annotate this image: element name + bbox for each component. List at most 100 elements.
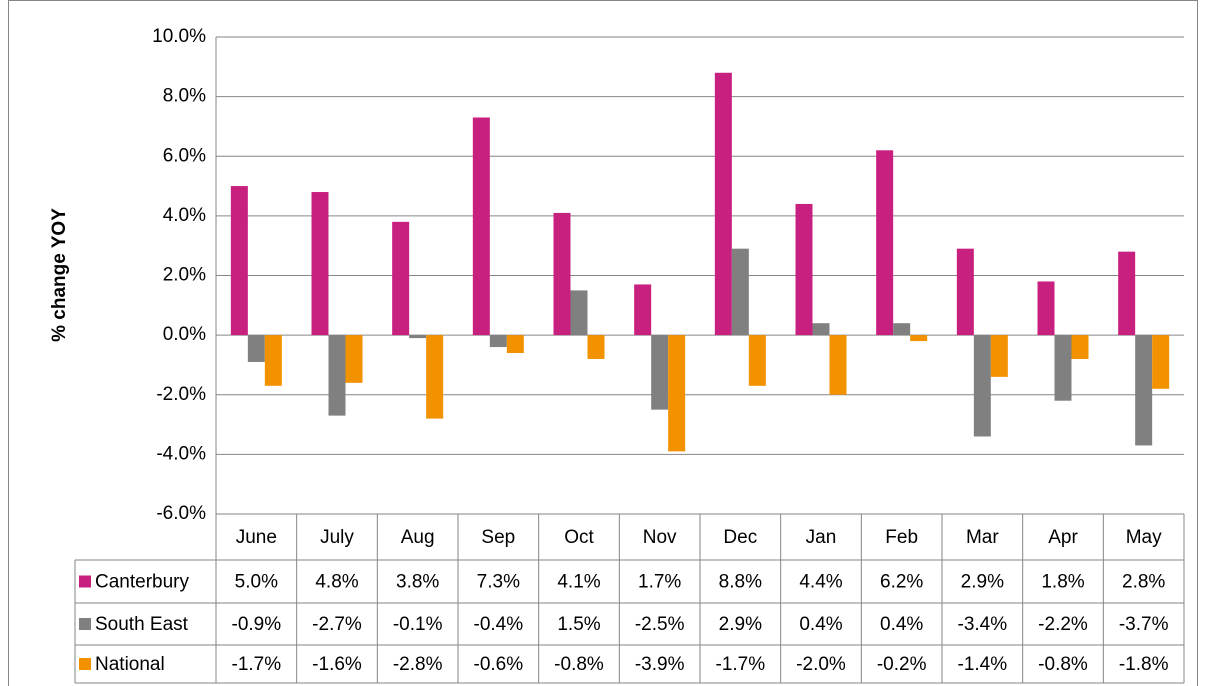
bar <box>311 192 329 336</box>
table-cell: 4.4% <box>799 572 842 593</box>
y-tick-label: 6.0% <box>163 145 206 166</box>
bar <box>795 203 813 336</box>
bar <box>668 335 686 452</box>
table-cell: 1.7% <box>638 572 681 593</box>
legend-label: South East <box>95 614 189 635</box>
bar <box>409 335 427 339</box>
table-cell: -0.8% <box>554 654 604 675</box>
bar <box>1135 335 1153 446</box>
table-cell: -1.8% <box>1119 654 1169 675</box>
x-tick-label: Oct <box>564 527 594 548</box>
bar <box>345 335 363 383</box>
legend-key <box>79 575 91 588</box>
bar <box>990 335 1008 377</box>
table-cell: -1.7% <box>232 654 282 675</box>
bar <box>634 284 652 336</box>
table-cell: -1.7% <box>716 654 766 675</box>
y-tick-label: 2.0% <box>163 265 206 286</box>
table-cell: -2.0% <box>796 654 846 675</box>
x-tick-label: June <box>236 527 277 548</box>
table-cell: -0.4% <box>474 614 524 635</box>
table-cell: -1.4% <box>958 654 1008 675</box>
bar <box>570 290 588 336</box>
x-tick-label: Apr <box>1048 527 1078 548</box>
table-cell: 1.8% <box>1041 572 1084 593</box>
bar <box>506 335 524 354</box>
bar <box>426 335 444 419</box>
bar <box>1118 251 1136 336</box>
legend-label: Canterbury <box>95 572 189 593</box>
y-tick-label: 4.0% <box>163 205 206 226</box>
bar <box>230 186 248 336</box>
bar <box>264 335 282 386</box>
bar <box>1054 335 1072 401</box>
table-cell: -0.8% <box>1038 654 1088 675</box>
table-cell: -2.7% <box>312 614 362 635</box>
bar <box>587 335 605 359</box>
bar <box>893 323 911 336</box>
table-cell: -0.6% <box>474 654 524 675</box>
y-tick-label: -2.0% <box>156 384 206 405</box>
table-cell: 2.8% <box>1122 572 1165 593</box>
bar <box>472 117 490 336</box>
table-cell: -2.5% <box>635 614 685 635</box>
chart-frame <box>8 0 1198 686</box>
bar <box>247 335 265 362</box>
legend-key <box>79 658 91 670</box>
table-cell: 4.1% <box>557 572 600 593</box>
bar <box>489 335 507 348</box>
table-cell: 0.4% <box>880 614 923 635</box>
table-cell: 5.0% <box>235 572 278 593</box>
bar <box>731 248 749 336</box>
bar <box>553 212 571 336</box>
table-cell: -0.9% <box>232 614 282 635</box>
y-tick-label: 10.0% <box>152 26 206 47</box>
bar <box>956 248 974 336</box>
legend-label: National <box>95 654 165 675</box>
x-tick-label: Feb <box>885 527 918 548</box>
x-tick-label: May <box>1126 527 1162 548</box>
table-cell: 2.9% <box>961 572 1004 593</box>
y-tick-label: -6.0% <box>156 503 206 524</box>
table-cell: 4.8% <box>315 572 358 593</box>
y-tick-label: 8.0% <box>163 86 206 107</box>
x-tick-label: Aug <box>401 527 435 548</box>
bar <box>829 335 847 395</box>
bar <box>328 335 346 416</box>
bar <box>651 335 669 410</box>
x-tick-label: Dec <box>723 527 757 548</box>
y-tick-label: -4.0% <box>156 443 206 464</box>
table-cell: -3.9% <box>635 654 685 675</box>
x-tick-label: July <box>320 527 354 548</box>
bar <box>1071 335 1089 359</box>
table-cell: -1.6% <box>312 654 362 675</box>
table-cell: 3.8% <box>396 572 439 593</box>
bar <box>1037 281 1055 336</box>
table-cell: -0.1% <box>393 614 443 635</box>
x-tick-label: Sep <box>481 527 515 548</box>
x-tick-label: Mar <box>966 527 999 548</box>
legend-key <box>79 618 91 630</box>
bar <box>392 221 410 336</box>
bar <box>973 335 991 437</box>
table-cell: -2.2% <box>1038 614 1088 635</box>
table-cell: -3.4% <box>958 614 1008 635</box>
y-axis-label: % change YOY <box>49 208 70 342</box>
bar <box>748 335 766 386</box>
x-tick-label: Jan <box>806 527 837 548</box>
bar <box>714 72 732 336</box>
x-tick-label: Nov <box>643 527 677 548</box>
bar <box>910 335 928 342</box>
bar <box>1152 335 1170 389</box>
table-cell: -0.2% <box>877 654 927 675</box>
table-cell: 0.4% <box>799 614 842 635</box>
table-cell: 6.2% <box>880 572 923 593</box>
table-cell: 7.3% <box>477 572 520 593</box>
bar <box>812 323 830 336</box>
table-cell: 2.9% <box>719 614 762 635</box>
table-cell: 8.8% <box>719 572 762 593</box>
table-cell: -2.8% <box>393 654 443 675</box>
table-cell: -3.7% <box>1119 614 1169 635</box>
bar <box>876 150 894 336</box>
